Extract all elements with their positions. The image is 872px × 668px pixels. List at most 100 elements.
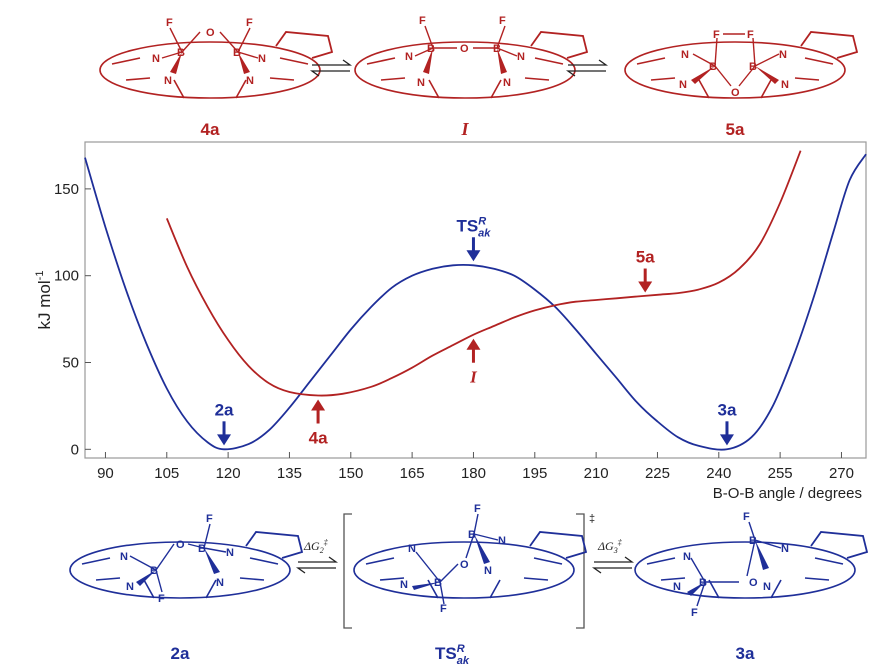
atom-n: N	[258, 53, 266, 65]
x-tick-label: 165	[400, 465, 425, 482]
atom-n: N	[120, 551, 128, 563]
annotation-label: 4a	[309, 428, 328, 447]
annotation-label: TSR ak	[456, 215, 491, 239]
molecule-4a: O F F B B N N N N	[99, 17, 333, 99]
x-tick-label: 135	[277, 465, 302, 482]
molecule-3a: O F F B B N N N N	[634, 511, 868, 619]
x-tick-label: 225	[645, 465, 670, 482]
annotation-label: 5a	[636, 248, 655, 267]
x-tick-label: 150	[338, 465, 363, 482]
x-tick-label: 270	[829, 465, 854, 482]
bottom-scheme: O F F B B N N N N 2a ΔG2‡ ‡	[69, 503, 868, 667]
atom-n: N	[164, 75, 172, 87]
annotation-label: 2a	[215, 400, 234, 419]
series-line-blue	[84, 153, 867, 451]
atom-n: N	[216, 577, 224, 589]
y-tick-label: 150	[54, 181, 79, 198]
atom-n: N	[681, 49, 689, 61]
label-3a: 3a	[736, 644, 755, 663]
atom-b: B	[177, 47, 185, 59]
atom-o: O	[176, 539, 185, 551]
delta-g2: ΔG2‡	[303, 538, 329, 555]
atom-b: B	[434, 577, 442, 589]
atom-n: N	[417, 77, 425, 89]
annotation-layer: 2a TSR ak 3a 4a I 5a	[215, 215, 737, 447]
x-tick-label: 180	[461, 465, 486, 482]
atom-b: B	[749, 61, 757, 73]
series-line-red	[165, 150, 802, 397]
atom-n: N	[781, 543, 789, 555]
annotation-3a: 3a	[718, 400, 737, 446]
atom-n: N	[246, 75, 254, 87]
atom-n: N	[781, 79, 789, 91]
atom-b: B	[150, 565, 158, 577]
x-tick-label: 195	[522, 465, 547, 482]
atom-f: F	[166, 17, 173, 29]
atom-o: O	[460, 559, 469, 571]
atom-n: N	[226, 547, 234, 559]
annotation-ts: TSR ak	[456, 215, 491, 262]
atom-n: N	[779, 49, 787, 61]
atom-n: N	[408, 543, 416, 555]
y-axis-label: kJ mol-1	[34, 271, 54, 330]
annotation-arrow-head	[466, 250, 481, 262]
atom-f: F	[474, 503, 481, 515]
atom-f: F	[440, 603, 447, 615]
annotation-arrow-head	[638, 281, 653, 293]
annotation-arrow-head	[466, 338, 481, 350]
energy-chart: 0 50 100 150 90 105 120 135 150 165 180 195 210 225 2…	[34, 141, 867, 502]
y-tick-label: 0	[71, 441, 79, 458]
atom-f: F	[246, 17, 253, 29]
atom-o: O	[749, 577, 758, 589]
delta-g3: ΔG3‡	[597, 538, 623, 555]
atom-n: N	[673, 581, 681, 593]
x-tick-label: 240	[706, 465, 731, 482]
molecule-5a: O F F B B N N N N	[624, 29, 858, 99]
label-I: I	[460, 119, 469, 139]
annotation-4a: 4a	[309, 399, 328, 447]
series-layer	[84, 150, 867, 451]
equilibrium-arrow	[309, 59, 353, 77]
ts-bracket	[343, 513, 585, 629]
annotation-arrow-head	[311, 399, 326, 411]
molecule-ts: O F F B B N N N N	[353, 503, 587, 615]
atom-n: N	[400, 579, 408, 591]
molecule-2a: O F F B B N N N N	[69, 513, 303, 605]
atom-n: N	[498, 535, 506, 547]
atom-f: F	[713, 29, 720, 41]
y-tick-label: 50	[62, 355, 79, 372]
y-axis: 0 50 100 150	[54, 181, 91, 458]
atom-f: F	[419, 15, 426, 27]
molecule-I: O F F B B N N N N	[354, 15, 588, 99]
label-ts: TSR ak	[435, 643, 470, 667]
annotation-5a: 5a	[636, 248, 655, 293]
atom-f: F	[743, 511, 750, 523]
atom-b: B	[709, 61, 717, 73]
atom-n: N	[484, 565, 492, 577]
x-tick-label: 210	[584, 465, 609, 482]
atom-n: N	[517, 51, 525, 63]
atom-b: B	[493, 43, 501, 55]
equilibrium-arrow	[295, 556, 339, 574]
atom-f: F	[158, 593, 165, 605]
label-5a: 5a	[726, 120, 745, 139]
atom-n: N	[405, 51, 413, 63]
plot-frame	[84, 141, 867, 459]
atom-o: O	[731, 87, 740, 99]
atom-n: N	[126, 581, 134, 593]
atom-f: F	[747, 29, 754, 41]
atom-f: F	[206, 513, 213, 525]
atom-b: B	[233, 47, 241, 59]
x-tick-label: 105	[154, 465, 179, 482]
label-2a: 2a	[171, 644, 190, 663]
atom-n: N	[152, 53, 160, 65]
atom-n: N	[683, 551, 691, 563]
atom-f: F	[691, 607, 698, 619]
annotation-2a: 2a	[215, 400, 234, 446]
annotation-label: I	[469, 368, 478, 387]
atom-o: O	[206, 27, 215, 39]
atom-b: B	[468, 529, 476, 541]
atom-b: B	[198, 543, 206, 555]
x-tick-label: 90	[97, 465, 114, 482]
